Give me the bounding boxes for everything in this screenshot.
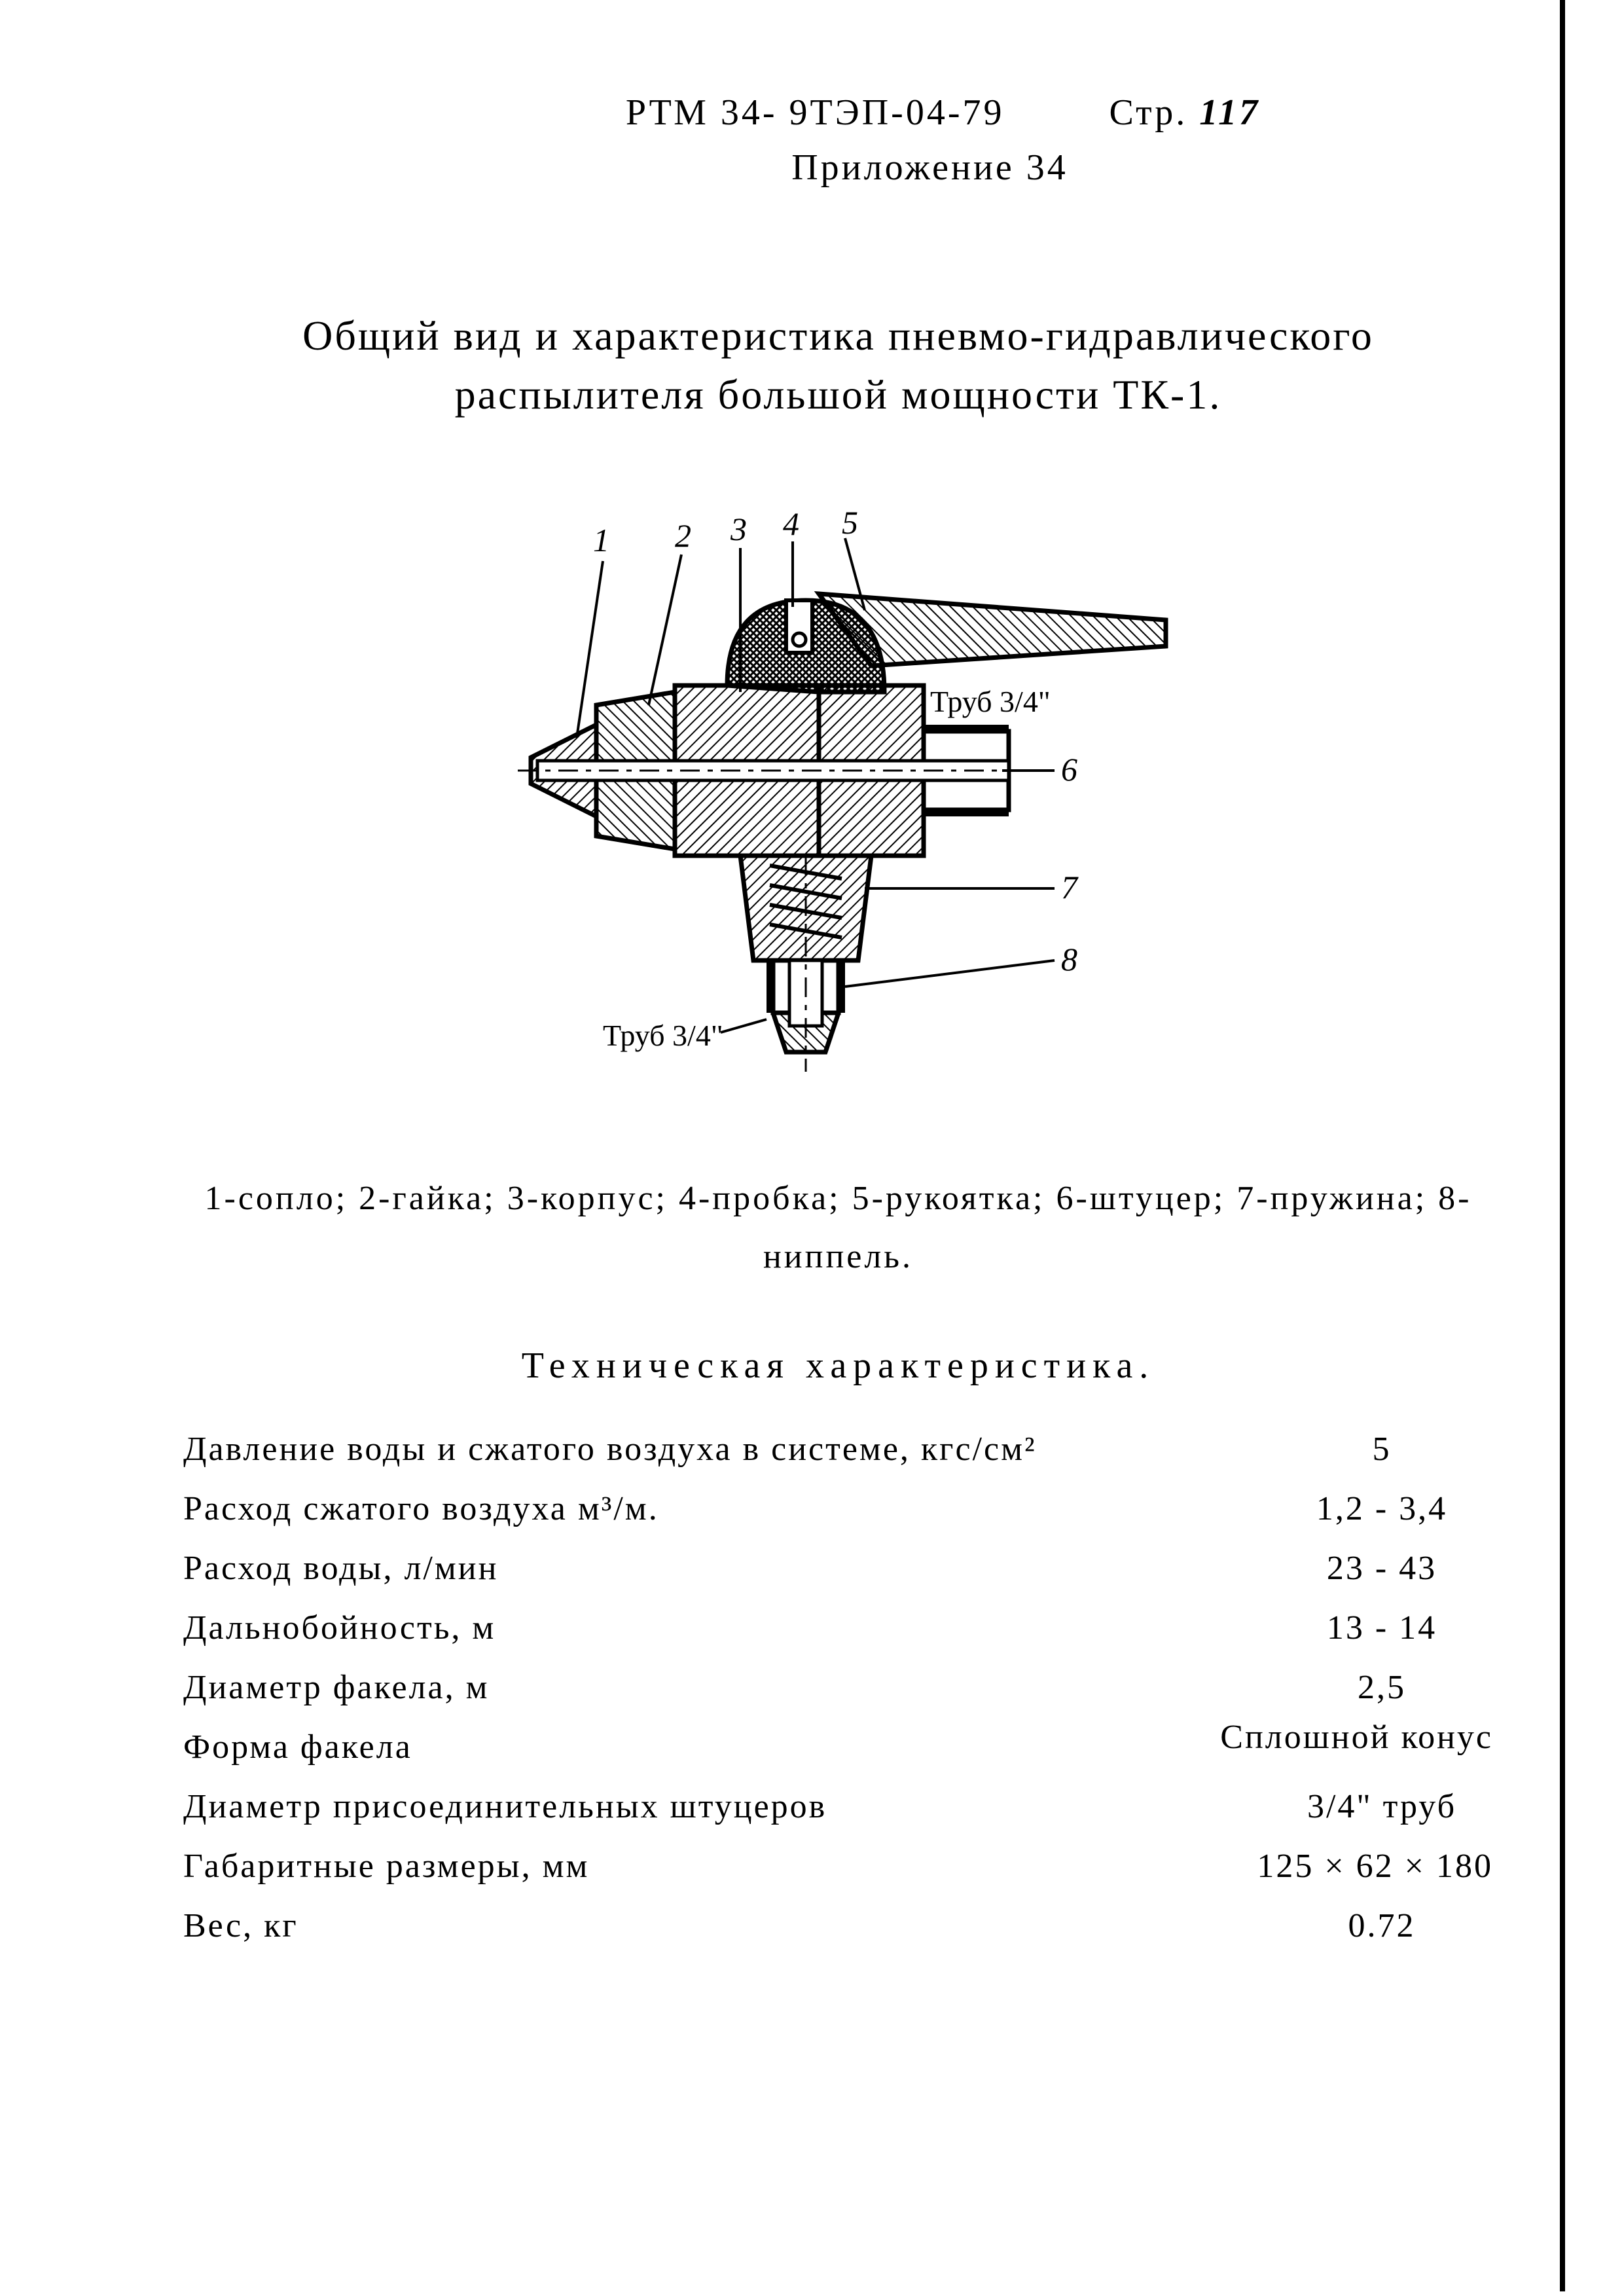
document-title: Общий вид и характеристика пневмо-гидрав…	[282, 306, 1395, 424]
spec-label: Габаритные размеры, мм	[183, 1836, 1257, 1896]
spec-value: Сплошной конус	[1220, 1717, 1493, 1758]
pipe-label-top: Труб 3/4"	[930, 685, 1051, 718]
page-border	[1560, 0, 1565, 2291]
spec-label: Дальнобойность, м	[183, 1598, 1271, 1658]
spec-row: Расход сжатого воздуха м³/м. 1,2 - 3,4	[183, 1479, 1493, 1539]
svg-text:1: 1	[593, 522, 609, 558]
svg-text:4: 4	[783, 505, 799, 542]
svg-text:2: 2	[675, 517, 691, 554]
spec-value: 125 × 62 × 180	[1257, 1836, 1493, 1896]
pipe-label-bottom: Труб 3/4"	[603, 1019, 723, 1052]
parts-legend: 1-сопло; 2-гайка; 3-корпус; 4-пробка; 5-…	[183, 1170, 1493, 1286]
spec-label: Расход сжатого воздуха м³/м.	[183, 1479, 1271, 1539]
spec-row: Диаметр факела, м 2,5	[183, 1658, 1493, 1717]
svg-text:3: 3	[730, 511, 747, 547]
svg-text:7: 7	[1061, 869, 1079, 905]
svg-text:8: 8	[1061, 941, 1077, 977]
doc-id: РТМ 34- 9ТЭП-04-79	[626, 92, 1005, 134]
svg-text:5: 5	[842, 504, 858, 541]
svg-text:6: 6	[1061, 751, 1077, 788]
spec-value: 23 - 43	[1271, 1539, 1493, 1598]
document-header: РТМ 34- 9ТЭП-04-79 Стр. 117	[183, 92, 1493, 134]
spec-row: Диаметр присоединительных штуцеров 3/4" …	[183, 1777, 1493, 1836]
spec-label: Диаметр факела, м	[183, 1658, 1271, 1717]
spec-label: Форма факела	[183, 1717, 1220, 1777]
sprayer-diagram-svg: 1 2 3 4 5 6 7 8 Труб 3/4" Труб 3/4"	[478, 502, 1199, 1104]
spec-label: Вес, кг	[183, 1896, 1271, 1956]
spec-value: 5	[1271, 1419, 1493, 1479]
tech-heading: Техническая характеристика.	[183, 1345, 1493, 1387]
spec-row: Давление воды и сжатого воздуха в систем…	[183, 1419, 1493, 1479]
appendix-label: Приложение 34	[183, 147, 1493, 189]
spec-label: Давление воды и сжатого воздуха в систем…	[183, 1419, 1271, 1479]
spec-row: Вес, кг 0.72	[183, 1896, 1493, 1956]
spec-value: 13 - 14	[1271, 1598, 1493, 1658]
body-group	[518, 594, 1166, 1072]
spec-row: Расход воды, л/мин 23 - 43	[183, 1539, 1493, 1598]
spec-row: Габаритные размеры, мм 125 × 62 × 180	[183, 1836, 1493, 1896]
spec-row: Форма факела Сплошной конус	[183, 1717, 1493, 1777]
tech-specs-table: Давление воды и сжатого воздуха в систем…	[183, 1419, 1493, 1956]
page-content: РТМ 34- 9ТЭП-04-79 Стр. 117 Приложение 3…	[0, 0, 1624, 2021]
spec-value: 1,2 - 3,4	[1271, 1479, 1493, 1539]
spec-value: 3/4" труб	[1271, 1777, 1493, 1836]
spec-label: Расход воды, л/мин	[183, 1539, 1271, 1598]
spec-value: 0.72	[1271, 1896, 1493, 1956]
page-number: Стр. 117	[1109, 92, 1260, 134]
spec-label: Диаметр присоединительных штуцеров	[183, 1777, 1271, 1836]
technical-diagram: 1 2 3 4 5 6 7 8 Труб 3/4" Труб 3/4"	[183, 502, 1493, 1104]
spec-value: 2,5	[1271, 1658, 1493, 1717]
spec-row: Дальнобойность, м 13 - 14	[183, 1598, 1493, 1658]
